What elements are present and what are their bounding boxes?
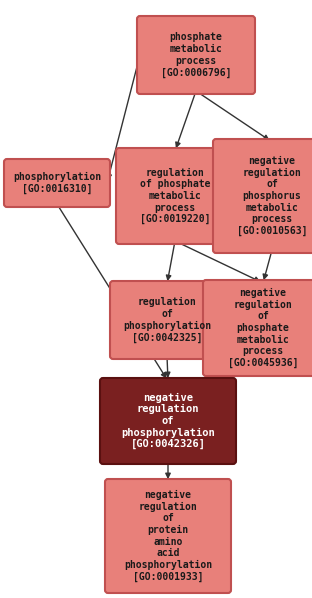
Text: negative
regulation
of
protein
amino
acid
phosphorylation
[GO:0001933]: negative regulation of protein amino aci…	[124, 490, 212, 582]
FancyBboxPatch shape	[213, 139, 312, 253]
FancyBboxPatch shape	[203, 280, 312, 376]
FancyBboxPatch shape	[137, 16, 255, 94]
Text: negative
regulation
of
phosphorus
metabolic
process
[GO:0010563]: negative regulation of phosphorus metabo…	[237, 156, 307, 236]
Text: phosphorylation
[GO:0016310]: phosphorylation [GO:0016310]	[13, 172, 101, 194]
FancyBboxPatch shape	[105, 479, 231, 593]
FancyBboxPatch shape	[4, 159, 110, 207]
Text: regulation
of
phosphorylation
[GO:0042325]: regulation of phosphorylation [GO:004232…	[123, 297, 211, 343]
Text: negative
regulation
of
phosphorylation
[GO:0042326]: negative regulation of phosphorylation […	[121, 393, 215, 449]
Text: phosphate
metabolic
process
[GO:0006796]: phosphate metabolic process [GO:0006796]	[161, 32, 231, 78]
Text: negative
regulation
of
phosphate
metabolic
process
[GO:0045936]: negative regulation of phosphate metabol…	[228, 288, 298, 368]
Text: regulation
of phosphate
metabolic
process
[GO:0019220]: regulation of phosphate metabolic proces…	[140, 167, 210, 224]
FancyBboxPatch shape	[100, 378, 236, 464]
FancyBboxPatch shape	[110, 281, 224, 359]
FancyBboxPatch shape	[116, 148, 234, 244]
